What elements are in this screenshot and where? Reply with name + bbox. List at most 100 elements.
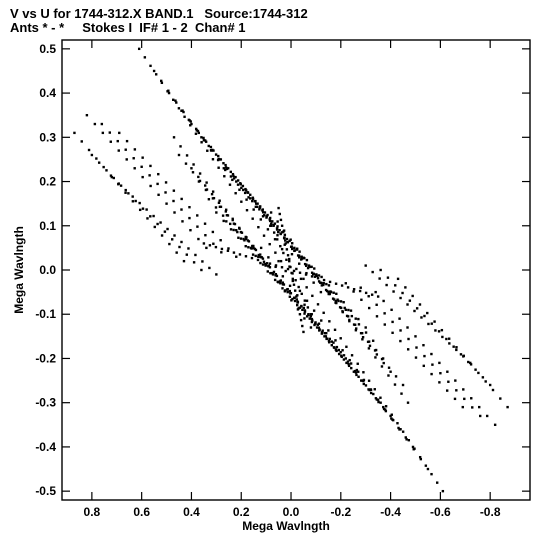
uv-point xyxy=(177,153,181,157)
uv-point xyxy=(347,362,350,366)
uv-point xyxy=(469,361,472,365)
uv-point xyxy=(156,222,159,226)
uv-point xyxy=(149,164,152,168)
uv-point xyxy=(310,317,314,321)
uv-point xyxy=(291,297,294,301)
uv-point xyxy=(361,338,364,341)
uv-point xyxy=(383,323,386,326)
uv-point xyxy=(245,189,248,192)
uv-point xyxy=(302,277,305,281)
uv-point xyxy=(435,481,439,484)
uv-point xyxy=(303,317,306,320)
uv-point xyxy=(355,327,358,330)
uv-point xyxy=(172,136,176,139)
uv-point xyxy=(265,262,269,265)
uv-point xyxy=(374,356,377,359)
chart-title: V vs U for 1744-312.X BAND.1 Source:1744… xyxy=(10,6,308,21)
uv-point xyxy=(204,234,207,237)
uv-point xyxy=(125,139,129,143)
uv-point xyxy=(393,383,397,386)
uv-point xyxy=(268,242,271,246)
uv-point xyxy=(309,313,313,316)
uv-point xyxy=(376,398,380,401)
uv-point xyxy=(354,317,357,320)
uv-point xyxy=(446,370,449,373)
uv-point xyxy=(277,206,280,210)
uv-point xyxy=(212,196,216,200)
uv-point xyxy=(346,360,350,363)
uv-point xyxy=(257,225,260,229)
uv-point xyxy=(244,244,247,248)
uv-point xyxy=(303,299,307,302)
uv-point xyxy=(152,69,156,73)
uv-point xyxy=(276,234,279,237)
uv-point xyxy=(127,192,130,195)
uv-point xyxy=(477,371,480,375)
uv-point xyxy=(373,349,377,352)
uv-point xyxy=(341,349,344,352)
uv-point xyxy=(337,299,340,303)
uv-point xyxy=(245,198,248,201)
uv-point xyxy=(404,436,407,439)
uv-point xyxy=(318,281,322,284)
uv-point xyxy=(399,296,402,300)
uv-point xyxy=(338,306,342,309)
uv-point xyxy=(137,47,141,51)
uv-point xyxy=(198,179,202,183)
uv-point xyxy=(423,354,426,358)
uv-point xyxy=(335,301,338,305)
uv-point xyxy=(309,265,312,269)
uv-point xyxy=(233,222,237,226)
uv-point xyxy=(285,237,289,241)
uv-point xyxy=(229,222,232,226)
uv-point xyxy=(272,270,276,274)
uv-point xyxy=(342,301,345,304)
uv-point xyxy=(419,457,423,461)
uv-point xyxy=(322,283,325,287)
x-tick-label: 0.6 xyxy=(133,505,150,519)
uv-point xyxy=(318,329,321,332)
uv-point xyxy=(275,228,279,231)
uv-point xyxy=(311,294,314,298)
uv-point xyxy=(396,422,399,425)
uv-point xyxy=(391,320,394,324)
uv-point xyxy=(279,259,283,263)
uv-point xyxy=(222,162,225,165)
x-tick-label: 0.8 xyxy=(84,505,101,519)
uv-point xyxy=(210,149,213,152)
uv-point xyxy=(282,251,285,255)
uv-point xyxy=(303,262,307,266)
uv-point xyxy=(379,268,382,272)
uv-point xyxy=(311,273,315,276)
uv-point xyxy=(341,310,345,314)
uv-point xyxy=(375,353,379,356)
data-points xyxy=(73,47,509,493)
uv-point xyxy=(153,225,156,229)
uv-point xyxy=(404,286,407,289)
uv-point xyxy=(279,232,282,235)
uv-point xyxy=(239,237,243,240)
uv-point xyxy=(274,251,277,254)
uv-point xyxy=(288,257,291,261)
uv-point xyxy=(174,99,177,102)
uv-point xyxy=(231,217,234,221)
uv-point xyxy=(414,356,418,359)
uv-point xyxy=(294,279,297,282)
uv-point xyxy=(375,398,379,401)
uv-point xyxy=(375,303,378,306)
uv-point xyxy=(271,273,275,276)
uv-point xyxy=(327,284,331,287)
uv-point xyxy=(266,270,269,273)
uv-point xyxy=(469,363,473,366)
uv-point xyxy=(281,275,285,278)
uv-point xyxy=(194,253,197,257)
uv-point xyxy=(167,91,171,95)
uv-point xyxy=(320,331,324,334)
uv-point xyxy=(412,448,415,451)
uv-point xyxy=(190,167,193,170)
uv-point xyxy=(298,262,301,265)
uv-point xyxy=(180,240,183,244)
uv-point xyxy=(188,205,191,209)
uv-point xyxy=(184,162,188,165)
uv-point xyxy=(309,315,313,318)
